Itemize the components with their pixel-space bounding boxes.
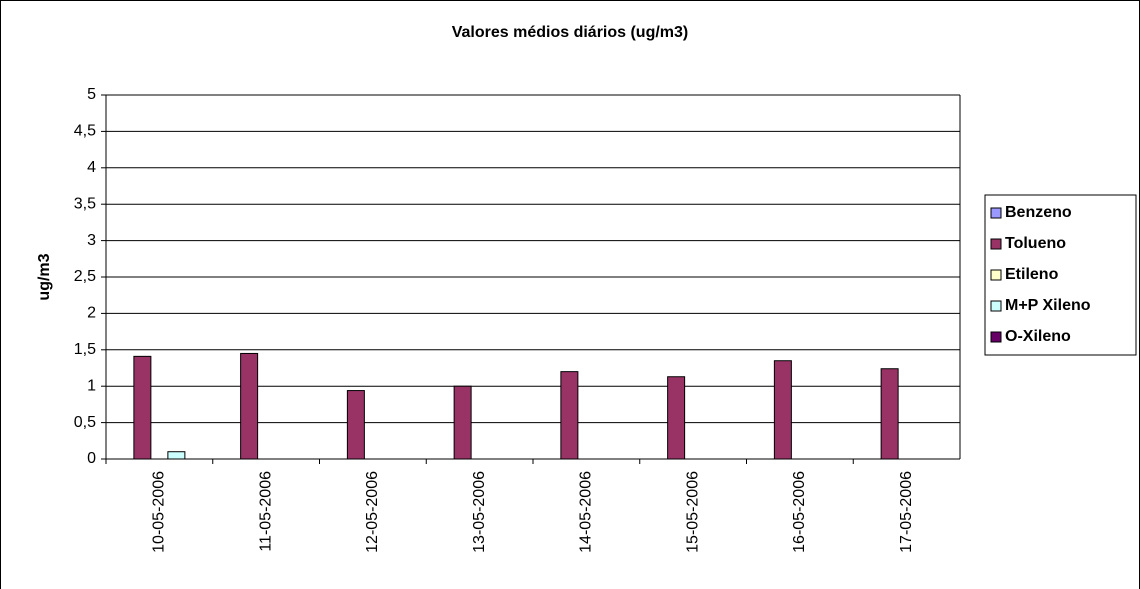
y-tick-label: 1: [87, 377, 96, 394]
legend-label: M+P Xileno: [1005, 297, 1091, 314]
bar: [560, 371, 579, 460]
x-tick-label: 12-05-2006: [364, 471, 381, 553]
y-tick-label: 4: [87, 159, 96, 176]
y-tick-label: 3: [87, 232, 96, 249]
y-tick-label: 2,5: [74, 268, 96, 285]
legend-label: Tolueno: [1005, 235, 1066, 252]
x-tick-label: 10-05-2006: [151, 471, 168, 553]
y-tick-label: 0: [87, 450, 96, 467]
x-tick-label: 15-05-2006: [684, 471, 701, 553]
y-tick-label: 1,5: [74, 341, 96, 358]
bar: [453, 385, 472, 460]
bar: [240, 352, 259, 460]
y-tick-label: 2: [87, 305, 96, 322]
x-tick-label: 11-05-2006: [257, 471, 274, 552]
legend-swatch: [990, 207, 1002, 219]
y-tick-label: 0,5: [74, 414, 96, 431]
y-tick-label: 4,5: [74, 123, 96, 140]
legend-box: [984, 194, 1137, 356]
bar: [346, 390, 365, 460]
x-tick-label: 14-05-2006: [578, 471, 595, 553]
legend-label: Etileno: [1005, 266, 1059, 283]
legend-swatch: [990, 238, 1002, 250]
bar: [133, 355, 152, 460]
y-axis-title: ug/m3: [36, 253, 53, 300]
legend-label: Benzeno: [1005, 204, 1072, 221]
legend-swatch: [990, 331, 1002, 343]
legend-swatch: [990, 300, 1002, 312]
legend-swatch: [990, 269, 1002, 281]
bar: [880, 368, 899, 460]
bar: [667, 376, 686, 460]
x-tick-label: 13-05-2006: [471, 471, 488, 553]
y-tick-label: 5: [87, 86, 96, 103]
bar: [167, 451, 186, 460]
bar: [773, 360, 792, 460]
x-tick-label: 16-05-2006: [791, 471, 808, 553]
chart-title: Valores médios diários (ug/m3): [452, 24, 689, 41]
x-tick-label: 17-05-2006: [898, 471, 915, 553]
y-tick-label: 3,5: [74, 195, 96, 212]
legend-label: O-Xileno: [1005, 328, 1071, 345]
